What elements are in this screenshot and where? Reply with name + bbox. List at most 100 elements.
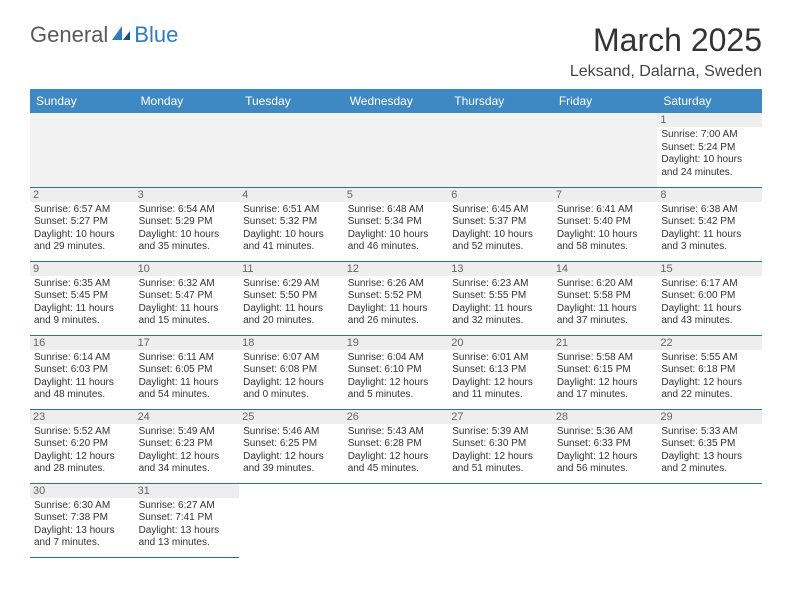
day-number: 4 (239, 188, 344, 202)
calendar-empty (448, 113, 553, 187)
sunrise: Sunrise: 5:36 AM (557, 426, 654, 439)
sunrise: Sunrise: 6:32 AM (139, 278, 236, 291)
daylight: and 5 minutes. (348, 389, 445, 402)
daylight: Daylight: 11 hours (243, 303, 340, 316)
daylight: Daylight: 12 hours (661, 377, 758, 390)
daylight: and 9 minutes. (34, 315, 131, 328)
sunset: Sunset: 6:33 PM (557, 438, 654, 451)
day-number: 16 (30, 336, 135, 350)
sunrise: Sunrise: 6:41 AM (557, 204, 654, 217)
day-number: 10 (135, 262, 240, 276)
sunset: Sunset: 6:13 PM (452, 364, 549, 377)
calendar-empty (135, 113, 240, 187)
calendar-week: 30Sunrise: 6:30 AMSunset: 7:38 PMDayligh… (30, 483, 762, 557)
daylight: Daylight: 12 hours (452, 377, 549, 390)
sunrise: Sunrise: 6:27 AM (139, 500, 236, 513)
day-number: 19 (344, 336, 449, 350)
daylight: and 43 minutes. (661, 315, 758, 328)
sunset: Sunset: 5:40 PM (557, 216, 654, 229)
daylight: Daylight: 12 hours (557, 377, 654, 390)
calendar-empty (448, 483, 553, 557)
calendar-day: 7Sunrise: 6:41 AMSunset: 5:40 PMDaylight… (553, 187, 658, 261)
daylight: and 3 minutes. (661, 241, 758, 254)
calendar-day: 16Sunrise: 6:14 AMSunset: 6:03 PMDayligh… (30, 335, 135, 409)
calendar-day: 20 Sunrise: 6:01 AMSunset: 6:13 PMDayligh… (448, 335, 553, 409)
sunset: Sunset: 5:34 PM (348, 216, 445, 229)
sunrise: Sunrise: 5:33 AM (661, 426, 758, 439)
daylight: and 20 minutes. (243, 315, 340, 328)
daylight: and 48 minutes. (34, 389, 131, 402)
daylight: and 0 minutes. (243, 389, 340, 402)
daylight: Daylight: 13 hours (661, 451, 758, 464)
day-number: 7 (553, 188, 658, 202)
daylight: Daylight: 13 hours (139, 525, 236, 538)
sunset: Sunset: 6:08 PM (243, 364, 340, 377)
day-header: Wednesday (344, 89, 449, 113)
day-number: 24 (135, 410, 240, 424)
daylight: Daylight: 12 hours (557, 451, 654, 464)
daylight: and 45 minutes. (348, 463, 445, 476)
daylight: Daylight: 10 hours (34, 229, 131, 242)
calendar-day: 22Sunrise: 5:55 AMSunset: 6:18 PMDayligh… (657, 335, 762, 409)
day-number: 6 (448, 188, 553, 202)
calendar-empty (30, 113, 135, 187)
day-number: 3 (135, 188, 240, 202)
day-number: 25 (239, 410, 344, 424)
sunrise: Sunrise: 5:46 AM (243, 426, 340, 439)
calendar-day: 1Sunrise: 7:00 AMSunset: 5:24 PMDaylight… (657, 113, 762, 187)
day-header: Saturday (657, 89, 762, 113)
daylight: Daylight: 11 hours (34, 303, 131, 316)
sunset: Sunset: 5:45 PM (34, 290, 131, 303)
daylight: Daylight: 11 hours (139, 303, 236, 316)
daylight: and 22 minutes. (661, 389, 758, 402)
daylight: and 39 minutes. (243, 463, 340, 476)
daylight: and 13 minutes. (139, 537, 236, 550)
day-number: 27 (448, 410, 553, 424)
day-number: 2 (30, 188, 135, 202)
daylight: Daylight: 12 hours (348, 451, 445, 464)
calendar-day: 30Sunrise: 6:30 AMSunset: 7:38 PMDayligh… (30, 483, 135, 557)
day-number: 20 (448, 336, 553, 350)
sunrise: Sunrise: 6:20 AM (557, 278, 654, 291)
sunset: Sunset: 5:42 PM (661, 216, 758, 229)
sunset: Sunset: 6:28 PM (348, 438, 445, 451)
calendar-day: 10Sunrise: 6:32 AMSunset: 5:47 PMDayligh… (135, 261, 240, 335)
calendar-empty (344, 483, 449, 557)
daylight: Daylight: 12 hours (34, 451, 131, 464)
day-number: 5 (344, 188, 449, 202)
daylight: and 46 minutes. (348, 241, 445, 254)
calendar-day: 12Sunrise: 6:26 AMSunset: 5:52 PMDayligh… (344, 261, 449, 335)
sunrise: Sunrise: 5:43 AM (348, 426, 445, 439)
day-number: 31 (135, 484, 240, 498)
day-number: 11 (239, 262, 344, 276)
day-number: 29 (657, 410, 762, 424)
sunrise: Sunrise: 6:14 AM (34, 352, 131, 365)
sunset: Sunset: 7:38 PM (34, 512, 131, 525)
sunrise: Sunrise: 6:07 AM (243, 352, 340, 365)
calendar-day: 26Sunrise: 5:43 AMSunset: 6:28 PMDayligh… (344, 409, 449, 483)
sunrise: Sunrise: 6:30 AM (34, 500, 131, 513)
sunrise: Sunrise: 6:01 AM (452, 352, 549, 365)
calendar-day: 31Sunrise: 6:27 AMSunset: 7:41 PMDayligh… (135, 483, 240, 557)
calendar-day: 3Sunrise: 6:54 AMSunset: 5:29 PMDaylight… (135, 187, 240, 261)
sunrise: Sunrise: 6:35 AM (34, 278, 131, 291)
daylight: and 11 minutes. (452, 389, 549, 402)
sunset: Sunset: 5:29 PM (139, 216, 236, 229)
daylight: Daylight: 13 hours (34, 525, 131, 538)
sunrise: Sunrise: 6:23 AM (452, 278, 549, 291)
day-header: Monday (135, 89, 240, 113)
day-header: Friday (553, 89, 658, 113)
sunset: Sunset: 6:23 PM (139, 438, 236, 451)
daylight: and 58 minutes. (557, 241, 654, 254)
day-number: 23 (30, 410, 135, 424)
day-number: 14 (553, 262, 658, 276)
daylight: and 2 minutes. (661, 463, 758, 476)
logo: General Blue (30, 22, 178, 48)
daylight: Daylight: 12 hours (139, 451, 236, 464)
title-block: March 2025 Leksand, Dalarna, Sweden (570, 22, 762, 81)
calendar-day: 19Sunrise: 6:04 AMSunset: 6:10 PMDayligh… (344, 335, 449, 409)
sunrise: Sunrise: 6:11 AM (139, 352, 236, 365)
sunrise: Sunrise: 7:00 AM (661, 129, 758, 142)
sunrise: Sunrise: 6:38 AM (661, 204, 758, 217)
calendar-week: 9Sunrise: 6:35 AMSunset: 5:45 PMDaylight… (30, 261, 762, 335)
